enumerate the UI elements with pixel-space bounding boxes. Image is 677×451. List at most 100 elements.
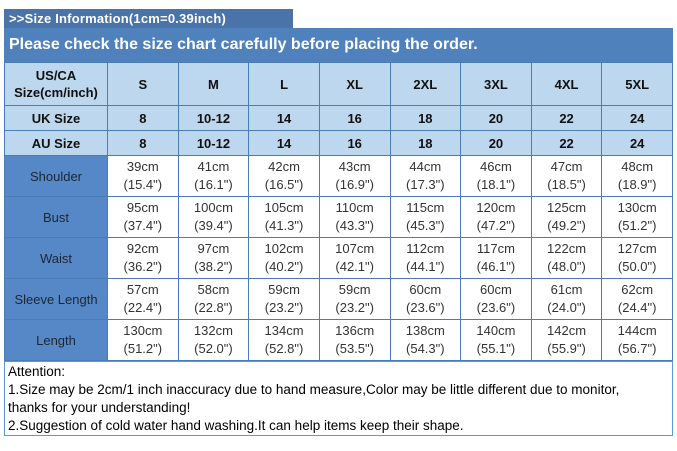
measurement-value-cell: 110cm (43.3") <box>318 196 391 238</box>
size-column-header: 2XL <box>389 62 462 106</box>
measurement-value-cell: 120cm (47.2") <box>460 196 532 238</box>
measurement-value-cell: 59cm (23.2") <box>248 278 320 320</box>
table-header-row: US/CA Size(cm/inch) S M L XL 2XL 3XL 4XL 5XL <box>4 62 673 106</box>
measurement-inch: (51.2") <box>617 218 657 233</box>
measurement-cm: 46cm <box>480 159 512 174</box>
measurement-cm: 42cm <box>268 159 300 174</box>
measurement-value-cell: 43cm (16.9") <box>318 155 391 197</box>
measurement-inch: (18.1") <box>476 177 516 192</box>
size-column-header: 5XL <box>601 62 673 106</box>
measurement-value-cell: 95cm (37.4") <box>107 196 179 238</box>
row-label-cell: Length <box>4 319 108 361</box>
measurement-value-cell: 60cm (23.6") <box>389 278 462 320</box>
measurement-value-cell: 61cm (24.0") <box>530 278 603 320</box>
size-column-header: M <box>177 62 250 106</box>
measurement-inch: (36.2") <box>123 259 163 274</box>
measurement-cm: 138cm <box>405 323 445 338</box>
size-chart-body: UK Size 8 10-12 14 16 18 20 22 24 AU Size 8 10-12 14… <box>4 105 673 361</box>
measurement-cm: 60cm <box>409 282 442 297</box>
measurement-inch: (52.0") <box>194 341 233 356</box>
measurement-cm: 132cm <box>193 323 233 338</box>
measurement-cm: 107cm <box>335 241 375 256</box>
size-value-cell: 8 <box>107 105 179 131</box>
measurement-inch: (55.1") <box>476 341 516 356</box>
measurement-inch: (15.4") <box>123 177 163 192</box>
row-label-cell: Waist <box>4 237 108 279</box>
measurement-cm: 41cm <box>197 159 230 174</box>
measurement-inch: (46.1") <box>476 259 516 274</box>
measurement-cm: 60cm <box>480 282 512 297</box>
measurement-inch: (16.9") <box>335 177 374 192</box>
measurement-cm: 125cm <box>547 200 587 215</box>
size-value-cell: 24 <box>601 130 673 156</box>
measurement-value-cell: 102cm (40.2") <box>248 237 320 279</box>
attention-note: Attention: 1.Size may be 2cm/1 inch inacc… <box>4 361 673 436</box>
measurement-cm: 59cm <box>338 282 371 297</box>
measurement-value-cell: 122cm (48.0") <box>530 237 603 279</box>
measurement-cm: 136cm <box>335 323 375 338</box>
size-value-cell: 20 <box>460 105 532 131</box>
attention-line: 1.Size may be 2cm/1 inch inaccuracy due … <box>8 382 620 397</box>
measurement-inch: (23.2") <box>335 300 374 315</box>
measurement-cm: 142cm <box>547 323 587 338</box>
measurement-inch: (54.3") <box>406 341 445 356</box>
attention-line: Attention: <box>8 364 66 379</box>
size-chart-table: US/CA Size(cm/inch) S M L XL 2XL 3XL 4XL 5XL UK S… <box>4 62 673 361</box>
measurement-inch: (38.2") <box>194 259 233 274</box>
measurement-cm: 130cm <box>617 200 657 215</box>
measurement-value-cell: 46cm (18.1") <box>460 155 532 197</box>
measurement-inch: (49.2") <box>547 218 586 233</box>
size-conversion-row: AU Size 8 10-12 14 16 18 20 22 24 <box>4 130 673 156</box>
measurement-value-cell: 105cm (41.3") <box>248 196 320 238</box>
measurement-cm: 127cm <box>617 241 657 256</box>
measurement-cm: 105cm <box>264 200 304 215</box>
measurement-value-cell: 142cm (55.9") <box>530 319 603 361</box>
measurement-inch: (23.6") <box>476 300 516 315</box>
measurement-value-cell: 125cm (49.2") <box>530 196 603 238</box>
measurement-cm: 61cm <box>550 282 583 297</box>
measurement-inch: (18.9") <box>617 177 657 192</box>
measurement-cm: 39cm <box>126 159 159 174</box>
row-label-cell: Bust <box>4 196 108 238</box>
measurement-value-cell: 39cm (15.4") <box>107 155 179 197</box>
corner-header-line2: Size(cm/inch) <box>14 85 98 100</box>
measurement-inch: (56.7") <box>617 341 657 356</box>
size-value-cell: 16 <box>318 130 391 156</box>
size-column-header: 3XL <box>460 62 532 106</box>
measurement-value-cell: 60cm (23.6") <box>460 278 532 320</box>
measurement-value-cell: 58cm (22.8") <box>177 278 250 320</box>
size-column-header: L <box>248 62 320 106</box>
measurement-inch: (44.1") <box>406 259 445 274</box>
measurement-cm: 117cm <box>476 241 515 256</box>
measurement-row: Bust 95cm (37.4") 100cm (39.4") 105cm (41.3") 1… <box>4 196 673 238</box>
row-label-cell: Shoulder <box>4 155 108 197</box>
measurement-cm: 57cm <box>126 282 159 297</box>
measurement-inch: (43.3") <box>335 218 374 233</box>
measurement-value-cell: 97cm (38.2") <box>177 237 250 279</box>
attention-line: thanks for your understanding! <box>8 400 191 415</box>
measurement-value-cell: 138cm (54.3") <box>389 319 462 361</box>
row-label-cell: Sleeve Length <box>4 278 108 320</box>
measurement-inch: (47.2") <box>476 218 516 233</box>
measurement-value-cell: 144cm (56.7") <box>601 319 673 361</box>
corner-header-line1: US/CA <box>35 68 77 83</box>
measurement-cm: 120cm <box>476 200 516 215</box>
measurement-inch: (37.4") <box>123 218 163 233</box>
measurement-row: Sleeve Length 57cm (22.4") 58cm (22.8") 59cm (… <box>4 278 673 320</box>
measurement-cm: 140cm <box>476 323 516 338</box>
measurement-cm: 122cm <box>547 241 587 256</box>
measurement-value-cell: 44cm (17.3") <box>389 155 462 197</box>
size-value-cell: 22 <box>530 130 603 156</box>
measurement-value-cell: 57cm (22.4") <box>107 278 179 320</box>
measurement-cm: 58cm <box>197 282 230 297</box>
measurement-inch: (45.3") <box>406 218 445 233</box>
measurement-value-cell: 134cm (52.8") <box>248 319 320 361</box>
measurement-inch: (40.2") <box>264 259 304 274</box>
measurement-value-cell: 107cm (42.1") <box>318 237 391 279</box>
attention-line: 2.Suggestion of cold water hand washing.… <box>8 418 464 433</box>
measurement-cm: 59cm <box>268 282 300 297</box>
size-value-cell: 22 <box>530 105 603 131</box>
measurement-inch: (22.8") <box>194 300 233 315</box>
measurement-value-cell: 117cm (46.1") <box>460 237 532 279</box>
size-conversion-row: UK Size 8 10-12 14 16 18 20 22 24 <box>4 105 673 131</box>
